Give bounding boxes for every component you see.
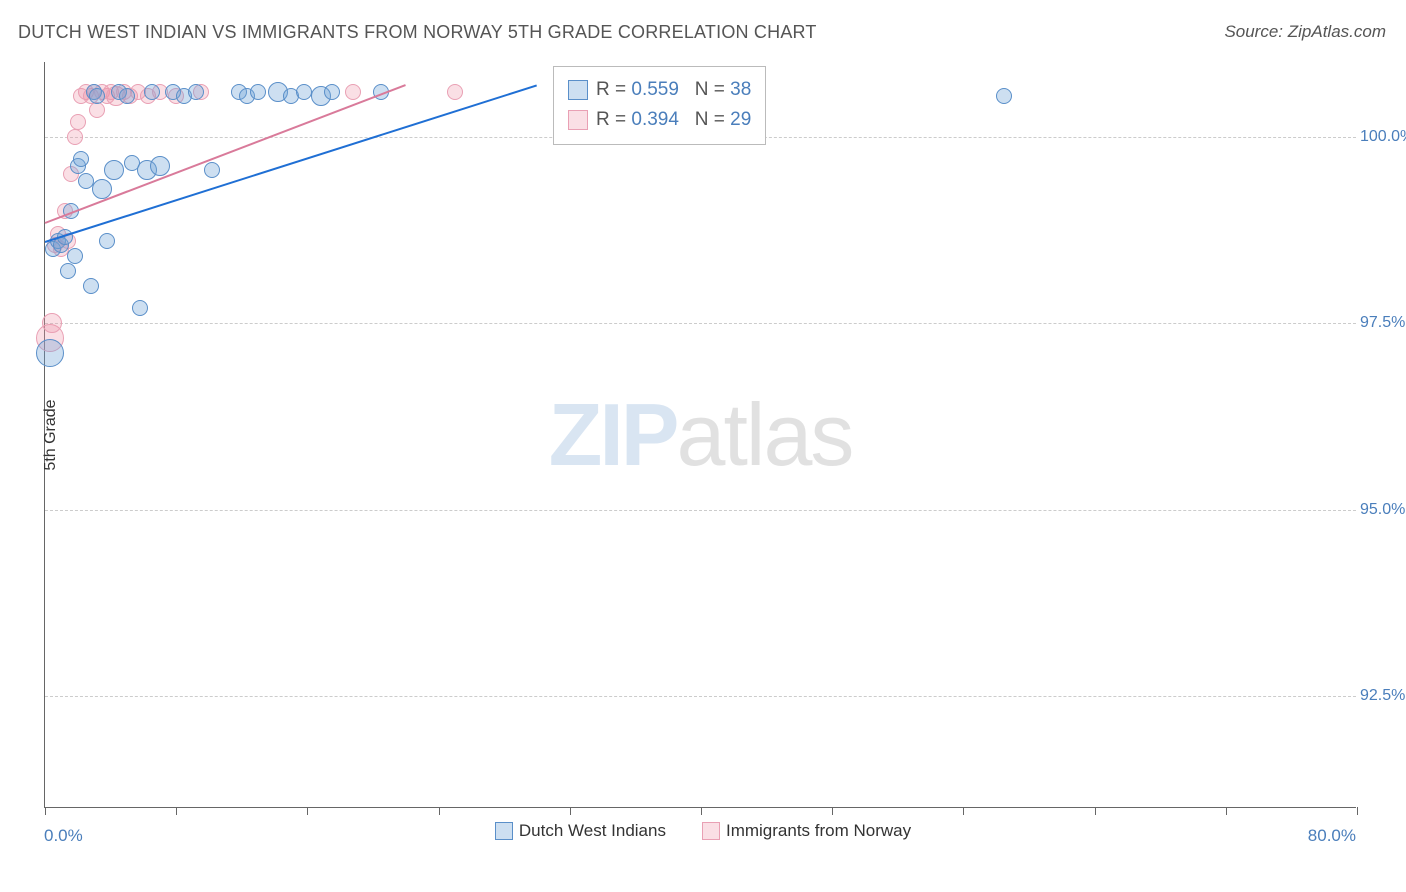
- legend-swatch-blue-icon: [495, 822, 513, 840]
- source-label: Source: ZipAtlas.com: [1224, 22, 1386, 42]
- watermark-atlas: atlas: [677, 385, 853, 484]
- data-point-blue: [204, 162, 220, 178]
- stats-r-value: 0.559: [631, 79, 679, 100]
- data-point-blue: [92, 179, 112, 199]
- stats-row-blue: R = 0.559 N = 38: [568, 75, 751, 105]
- gridline: [45, 323, 1356, 324]
- data-point-blue: [99, 233, 115, 249]
- stats-swatch-blue-icon: [568, 80, 588, 100]
- data-point-pink: [42, 313, 62, 333]
- stats-swatch-pink-icon: [568, 110, 588, 130]
- legend-item-pink: Immigrants from Norway: [702, 821, 911, 841]
- data-point-blue: [67, 248, 83, 264]
- legend-label: Dutch West Indians: [519, 821, 666, 840]
- data-point-blue: [104, 160, 124, 180]
- data-point-pink: [67, 129, 83, 145]
- stats-n-label: N =: [679, 109, 730, 130]
- stats-legend-box: R = 0.559 N = 38R = 0.394 N = 29: [553, 66, 766, 145]
- data-point-blue: [119, 88, 135, 104]
- data-point-blue: [144, 84, 160, 100]
- chart-area: 5th Grade ZIPatlas 100.0%97.5%95.0%92.5%: [44, 62, 1356, 808]
- data-point-pink: [70, 114, 86, 130]
- stats-r-value: 0.394: [631, 109, 679, 130]
- data-point-blue: [83, 278, 99, 294]
- stats-row-pink: R = 0.394 N = 29: [568, 105, 751, 135]
- x-tick: [307, 807, 308, 815]
- y-tick-label: 95.0%: [1360, 501, 1406, 519]
- chart-title: DUTCH WEST INDIAN VS IMMIGRANTS FROM NOR…: [18, 22, 817, 43]
- data-point-pink: [345, 84, 361, 100]
- gridline: [45, 696, 1356, 697]
- data-point-blue: [996, 88, 1012, 104]
- data-point-blue: [250, 84, 266, 100]
- stats-n-value: 38: [730, 79, 751, 100]
- legend-label: Immigrants from Norway: [726, 821, 911, 840]
- y-tick-label: 100.0%: [1360, 128, 1406, 146]
- data-point-pink: [447, 84, 463, 100]
- y-tick-label: 97.5%: [1360, 314, 1406, 332]
- x-tick: [1357, 807, 1358, 815]
- watermark-zip: ZIP: [549, 385, 677, 484]
- gridline: [45, 510, 1356, 511]
- legend-swatch-pink-icon: [702, 822, 720, 840]
- x-tick: [45, 807, 46, 815]
- data-point-blue: [89, 88, 105, 104]
- data-point-blue: [188, 84, 204, 100]
- x-tick: [439, 807, 440, 815]
- x-tick: [963, 807, 964, 815]
- stats-n-value: 29: [730, 109, 751, 130]
- stats-r-label: R =: [596, 79, 631, 100]
- x-tick: [701, 807, 702, 815]
- data-point-blue: [73, 151, 89, 167]
- x-tick: [1226, 807, 1227, 815]
- data-point-blue: [36, 339, 64, 367]
- data-point-pink: [89, 102, 105, 118]
- bottom-legend: Dutch West Indians Immigrants from Norway: [0, 820, 1406, 841]
- data-point-blue: [150, 156, 170, 176]
- stats-n-label: N =: [679, 79, 730, 100]
- data-point-blue: [60, 263, 76, 279]
- stats-r-label: R =: [596, 109, 631, 130]
- watermark: ZIPatlas: [549, 384, 853, 486]
- y-tick-label: 92.5%: [1360, 687, 1406, 705]
- x-tick: [832, 807, 833, 815]
- data-point-blue: [324, 84, 340, 100]
- y-axis-label: 5th Grade: [42, 399, 60, 470]
- data-point-blue: [132, 300, 148, 316]
- legend-item-blue: Dutch West Indians: [495, 821, 666, 841]
- x-tick: [570, 807, 571, 815]
- x-tick: [1095, 807, 1096, 815]
- x-tick: [176, 807, 177, 815]
